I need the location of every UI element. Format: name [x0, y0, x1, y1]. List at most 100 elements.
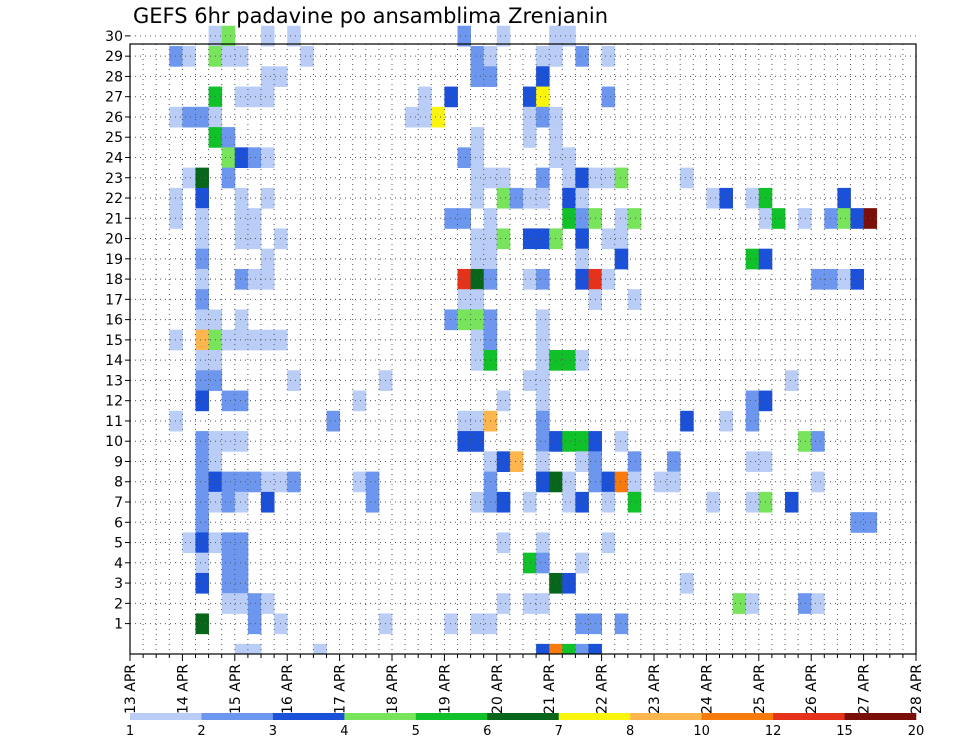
- precip-cell: [247, 228, 262, 250]
- precip-cell: [496, 187, 511, 209]
- precip-cell: [536, 593, 550, 614]
- precip-cell: [575, 228, 589, 250]
- precip-cell: [234, 208, 249, 229]
- x-tick-label: 22 APR: [595, 664, 611, 714]
- x-tick-label: 18 APR: [385, 664, 401, 714]
- precip-cell: [601, 228, 616, 250]
- precip-cell: [261, 147, 275, 169]
- precip-cell: [221, 46, 236, 67]
- precip-cell: [247, 86, 262, 108]
- precip-cell: [195, 248, 209, 270]
- precip-cell: [614, 208, 629, 229]
- y-tick-label: 28: [105, 69, 123, 85]
- precip-cell: [627, 208, 642, 229]
- precip-cell: [536, 552, 550, 574]
- precip-cell: [523, 106, 537, 128]
- precip-cell: [470, 66, 485, 87]
- precip-cell: [247, 613, 262, 635]
- precip-cell: [824, 268, 838, 290]
- precip-cell: [444, 613, 458, 635]
- precip-cell: [614, 228, 629, 250]
- precip-cell: [627, 471, 642, 493]
- precip-cell: [470, 410, 485, 432]
- precip-cell: [509, 451, 524, 473]
- y-tick-label: 29: [105, 49, 123, 65]
- precip-cell: [811, 268, 825, 290]
- precip-cell: [575, 208, 589, 229]
- precip-cell: [575, 613, 589, 635]
- x-tick-label: 24 APR: [699, 664, 715, 714]
- precip-cell: [575, 431, 589, 452]
- precip-cell: [234, 329, 249, 351]
- precip-cell: [195, 613, 209, 635]
- precip-cell: [457, 309, 471, 331]
- precip-cell: [169, 46, 183, 67]
- precip-cell: [234, 643, 249, 655]
- precip-cell: [745, 593, 760, 614]
- precip-cell: [496, 228, 511, 250]
- precip-cell: [457, 147, 471, 169]
- precip-cell: [221, 572, 236, 594]
- y-tick-label: 7: [114, 495, 123, 511]
- precip-cell: [523, 86, 537, 108]
- precip-cell: [470, 350, 485, 371]
- precip-cell: [234, 147, 249, 169]
- y-tick-label: 8: [114, 475, 123, 491]
- precip-cell: [326, 410, 340, 432]
- precip-cell: [195, 268, 209, 290]
- precip-cell: [261, 471, 275, 493]
- precip-cell: [470, 147, 485, 169]
- precip-cell: [195, 370, 209, 391]
- precip-cell: [247, 643, 262, 655]
- precip-cell: [523, 370, 537, 391]
- precip-cell: [523, 552, 537, 574]
- precip-cell: [575, 643, 589, 655]
- precip-cell: [470, 127, 485, 148]
- colorbar-segment: [272, 713, 345, 720]
- precip-cell: [732, 593, 747, 614]
- precip-cell: [496, 532, 511, 554]
- precip-cell: [837, 208, 851, 229]
- colorbar-label: 8: [626, 724, 634, 739]
- y-tick-label: 11: [105, 414, 123, 430]
- precip-cell: [562, 208, 576, 229]
- colorbar-segment: [487, 713, 560, 720]
- chart-title: GEFS 6hr padavine po ansamblima Zrenjani…: [133, 4, 609, 28]
- precip-cell: [352, 390, 367, 412]
- precip-cell: [195, 106, 209, 128]
- precip-cell: [575, 552, 589, 574]
- precip-cell: [614, 471, 629, 493]
- precip-cell: [496, 167, 511, 189]
- precip-cell: [470, 268, 485, 290]
- precip-cell: [536, 46, 550, 67]
- precip-cell: [536, 350, 550, 371]
- x-tick-label: 23 APR: [647, 664, 663, 714]
- x-axis: 13 APR 14 APR 15 APR 16 APR 17 APR 18 APR 19 A…: [123, 654, 925, 714]
- y-tick-label: 20: [105, 232, 123, 248]
- precip-cell: [627, 289, 642, 310]
- precip-cell: [234, 309, 249, 331]
- precip-cell: [745, 410, 760, 432]
- precip-cell: [575, 451, 589, 473]
- precip-cell: [496, 451, 511, 473]
- precip-cell: [601, 532, 616, 554]
- precip-cell: [195, 572, 209, 594]
- precip-cell: [247, 208, 262, 229]
- y-tick-label: 15: [105, 333, 123, 349]
- precip-cell: [601, 46, 616, 67]
- precip-cell: [405, 106, 419, 128]
- precip-cell: [837, 268, 851, 290]
- precip-cell: [221, 167, 236, 189]
- precip-cell: [798, 431, 812, 452]
- colorbar-label: 4: [340, 724, 348, 739]
- y-tick-label: 25: [105, 130, 123, 146]
- precip-cell: [536, 471, 550, 493]
- colorbar-label: 2: [197, 724, 205, 739]
- precip-cell: [536, 410, 550, 432]
- precip-cell: [745, 248, 760, 270]
- precip-cell: [798, 208, 812, 229]
- colorbar-label: 10: [693, 724, 710, 739]
- precip-cell: [234, 46, 249, 67]
- precip-cell: [536, 532, 550, 554]
- precip-cell: [824, 208, 838, 229]
